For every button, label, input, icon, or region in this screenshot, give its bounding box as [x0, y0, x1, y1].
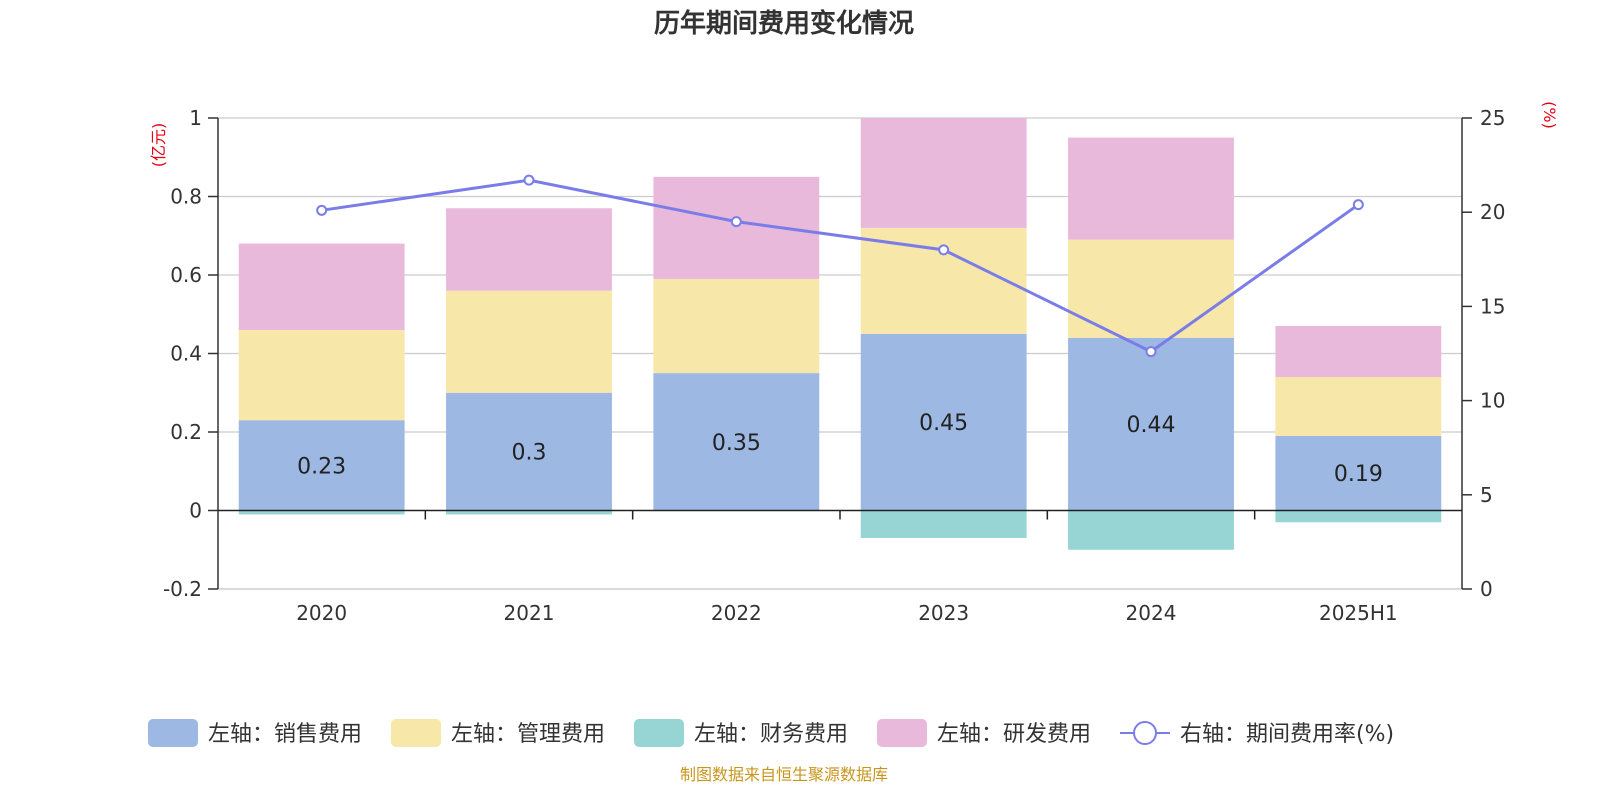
data-source-note: 制图数据来自恒生聚源数据库 [680, 765, 888, 784]
rate-point [730, 216, 742, 228]
rate-point [316, 204, 328, 216]
bar-value-label: 0.35 [712, 431, 761, 456]
legend-marker [1133, 721, 1157, 745]
bar-labels: 0.23 0.3 0.35 0.45 0.44 0.19 [297, 411, 1383, 487]
bars [238, 118, 1442, 550]
legend-swatch [391, 719, 441, 747]
bar-segment [1275, 510, 1442, 523]
right-tick-label: 10 [1480, 389, 1505, 413]
bar-segment [446, 208, 612, 291]
bar-segment [860, 227, 1027, 334]
legend-swatch [634, 719, 684, 747]
legend-swatch [877, 719, 927, 747]
bar-segment [653, 176, 820, 279]
bar-segment [1068, 137, 1234, 240]
right-axis-unit: (%) [1540, 101, 1559, 129]
legend-item: 左轴：管理费用 [391, 719, 605, 747]
legend-item: 右轴：期间费用率(%) [1120, 721, 1394, 747]
bar-segment [860, 333, 1027, 511]
left-tick-label: 0.2 [170, 420, 202, 444]
legend-label: 左轴：管理费用 [451, 722, 605, 747]
bar-segment [1275, 326, 1442, 378]
bar-value-label: 0.3 [512, 441, 547, 466]
bar-segment [238, 420, 405, 511]
rate-line [316, 174, 1364, 358]
category-label: 2023 [918, 601, 969, 625]
bar-value-label: 0.45 [919, 411, 968, 436]
legend-swatch [148, 719, 198, 747]
left-tick-label: 0.6 [170, 263, 202, 287]
category-label: 2021 [504, 601, 555, 625]
category-label: 2024 [1126, 601, 1177, 625]
legend-label: 左轴：研发费用 [937, 722, 1091, 747]
bar-segment [860, 118, 1027, 228]
bar-value-label: 0.44 [1127, 413, 1176, 438]
legend-item: 左轴：研发费用 [877, 719, 1091, 747]
bar-segment [1275, 435, 1442, 511]
bar-segment [1068, 239, 1234, 338]
rate-point [523, 174, 535, 186]
bar-segment [1068, 337, 1234, 511]
bar-segment [653, 278, 820, 374]
left-tick-label: -0.2 [163, 577, 202, 601]
bar-segment [1068, 510, 1234, 550]
legend-item: 左轴：销售费用 [148, 719, 362, 747]
left-axis-unit: (亿元) [149, 123, 168, 168]
legend-label: 左轴：销售费用 [208, 722, 362, 747]
bar-segment [653, 373, 820, 511]
left-tick-label: 1 [189, 106, 202, 130]
bar-segment [238, 329, 405, 421]
bar-segment [446, 290, 612, 393]
rate-line-path [321, 178, 1360, 354]
right-tick-label: 15 [1480, 294, 1505, 318]
rate-point [1352, 199, 1364, 211]
right-tick-label: 25 [1480, 106, 1505, 130]
bar-segment [446, 510, 612, 515]
right-tick-label: 5 [1480, 483, 1493, 507]
left-tick-label: 0.8 [170, 185, 202, 209]
right-tick-label: 0 [1480, 577, 1493, 601]
rate-point [1145, 346, 1157, 358]
bar-value-label: 0.19 [1334, 462, 1383, 487]
bar-segment [238, 243, 405, 330]
bar-segment [446, 392, 612, 511]
bar-segment [1275, 377, 1442, 436]
legend: 左轴：销售费用 左轴：管理费用 左轴：财务费用 左轴：研发费用 右轴：期间费用率(%) [148, 719, 1394, 747]
bar-value-label: 0.23 [297, 454, 346, 479]
left-tick-label: 0 [189, 499, 202, 523]
category-label: 2020 [296, 601, 347, 625]
legend-label: 右轴：期间费用率(%) [1180, 722, 1394, 747]
category-label: 2025H1 [1319, 601, 1398, 625]
left-tick-label: 0.4 [170, 342, 202, 366]
category-label: 2022 [711, 601, 762, 625]
right-tick-label: 20 [1480, 200, 1505, 224]
bar-segment [860, 510, 1027, 538]
legend-label: 左轴：财务费用 [694, 722, 848, 747]
bar-segment [238, 510, 405, 515]
rate-point [938, 244, 950, 256]
legend-item: 左轴：财务费用 [634, 719, 848, 747]
chart-title: 历年期间费用变化情况 [654, 8, 914, 39]
